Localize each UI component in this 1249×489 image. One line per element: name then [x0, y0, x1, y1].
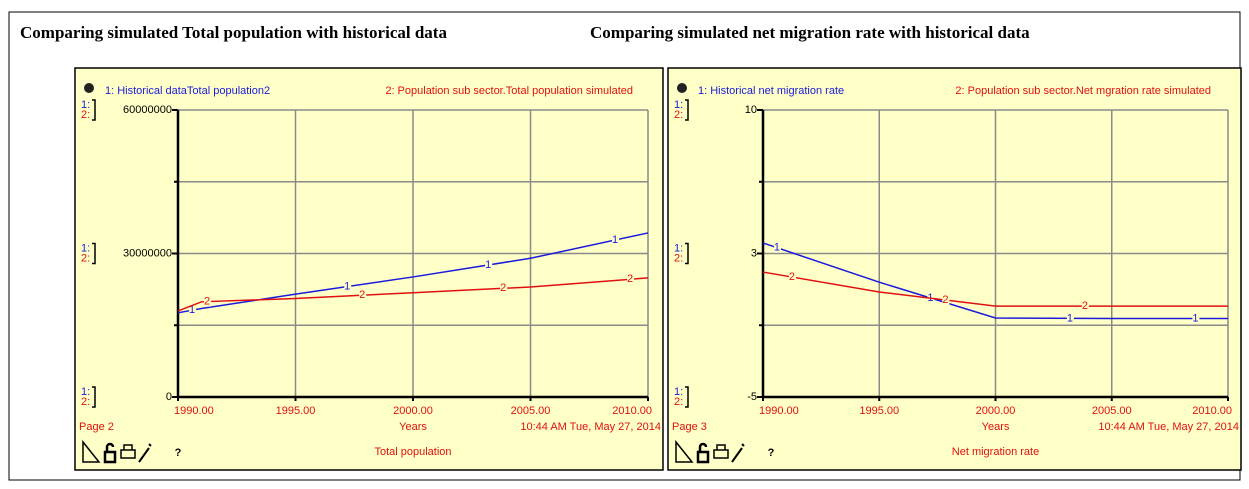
x-tick-label: 2010.00 — [612, 405, 652, 417]
series-line — [177, 232, 649, 314]
legend-entry: 1: Historical dataTotal population2 — [105, 85, 270, 97]
x-tick-label: 2000.00 — [976, 405, 1016, 417]
y-tick-label: 60000000 — [123, 104, 172, 116]
axis-key: 2: — [674, 109, 683, 121]
y-tick-label: -5 — [747, 391, 757, 403]
marker-bg — [612, 234, 620, 246]
marker-bg — [344, 280, 352, 292]
x-axis-label: Years — [399, 421, 427, 433]
timestamp: 10:44 AM Tue, May 27, 2014 — [520, 421, 661, 433]
axis-key: 1: — [674, 242, 683, 254]
axis-key: 2: — [81, 396, 90, 408]
toolbar-triangle — [675, 439, 694, 463]
section-title: Comparing simulated net migration rate w… — [590, 23, 1030, 42]
axis-key: 1: — [674, 99, 683, 111]
page-label: Page 3 — [672, 421, 707, 433]
series-marker: 1 — [189, 304, 195, 316]
x-tick-label: 1990.00 — [174, 405, 214, 417]
marker-bg — [927, 291, 935, 303]
axis-key-bracket — [685, 386, 689, 408]
marker-bg — [627, 273, 635, 285]
marker-bg — [189, 304, 197, 316]
series-line — [762, 271, 1228, 307]
graph-icon — [677, 83, 687, 93]
toolbar-triangle — [82, 439, 101, 463]
series-line — [762, 242, 1228, 320]
x-tick-label: 1990.00 — [759, 405, 799, 417]
x-tick-label: 2000.00 — [393, 405, 433, 417]
marker-bg — [500, 282, 508, 294]
series-marker: 2 — [627, 273, 633, 285]
toolbar-lock — [696, 442, 710, 464]
series-marker: 1 — [774, 242, 780, 254]
series-marker: 2 — [789, 271, 795, 283]
axis-key: 1: — [81, 242, 90, 254]
toolbar-wand — [731, 443, 745, 463]
axis-key-bracket — [685, 99, 689, 121]
y-tick-label: 10 — [745, 104, 757, 116]
marker-bg — [1081, 300, 1089, 312]
timestamp: 10:44 AM Tue, May 27, 2014 — [1098, 421, 1239, 433]
series-marker: 1 — [1067, 312, 1073, 324]
x-tick-label: 2005.00 — [511, 405, 551, 417]
axis-key: 1: — [674, 386, 683, 398]
axis-key-bracket — [92, 242, 96, 265]
legend-entry: 2: Population sub sector.Net mgration ra… — [955, 85, 1211, 97]
axis-key-bracket — [685, 242, 689, 265]
legend-entry: 1: Historical net migration rate — [698, 85, 844, 97]
series-marker: 2 — [500, 282, 506, 294]
axis-key: 2: — [81, 109, 90, 121]
x-tick-label: 2005.00 — [1092, 405, 1132, 417]
footer-title: Total population — [374, 446, 451, 458]
footer-title: Net migration rate — [952, 446, 1039, 458]
marker-bg — [1192, 312, 1200, 324]
series-marker: 1 — [612, 234, 618, 246]
marker-bg — [788, 271, 796, 283]
graph-icon — [84, 83, 94, 93]
axis-key: 1: — [81, 386, 90, 398]
series-marker: 2 — [359, 289, 365, 301]
page-label: Page 2 — [79, 421, 114, 433]
axis-key-bracket — [92, 386, 96, 408]
series-marker: 2 — [204, 296, 210, 308]
x-tick-label: 2010.00 — [1192, 405, 1232, 417]
axis-key: 2: — [81, 252, 90, 264]
series-marker: 2 — [942, 294, 948, 306]
y-tick-label: 3 — [751, 247, 757, 259]
series-marker: 1 — [485, 259, 491, 271]
x-axis-label: Years — [982, 421, 1010, 433]
toolbar-lock — [103, 442, 117, 464]
series-marker: 1 — [1192, 312, 1198, 324]
marker-bg — [1066, 312, 1074, 324]
legend-entry: 2: Population sub sector.Total populatio… — [385, 85, 633, 97]
y-tick-label: 30000000 — [123, 247, 172, 259]
help-icon[interactable]: ? — [768, 447, 775, 459]
x-tick-label: 1995.00 — [859, 405, 899, 417]
series-line — [177, 277, 649, 312]
y-tick-label: 0 — [166, 391, 172, 403]
marker-bg — [485, 258, 493, 270]
marker-bg — [942, 294, 950, 306]
marker-bg — [359, 289, 367, 301]
axis-key-bracket — [92, 99, 96, 121]
marker-bg — [204, 295, 212, 307]
axis-key: 2: — [674, 396, 683, 408]
toolbar-wand — [138, 443, 152, 463]
toolbar-print — [120, 444, 136, 459]
section-title: Comparing simulated Total population wit… — [20, 23, 447, 42]
series-marker: 2 — [1082, 300, 1088, 312]
toolbar-print — [713, 444, 729, 459]
axis-key: 1: — [81, 99, 90, 111]
x-tick-label: 1995.00 — [276, 405, 316, 417]
help-icon[interactable]: ? — [175, 447, 182, 459]
series-marker: 1 — [344, 280, 350, 292]
axis-key: 2: — [674, 252, 683, 264]
marker-bg — [773, 241, 781, 253]
